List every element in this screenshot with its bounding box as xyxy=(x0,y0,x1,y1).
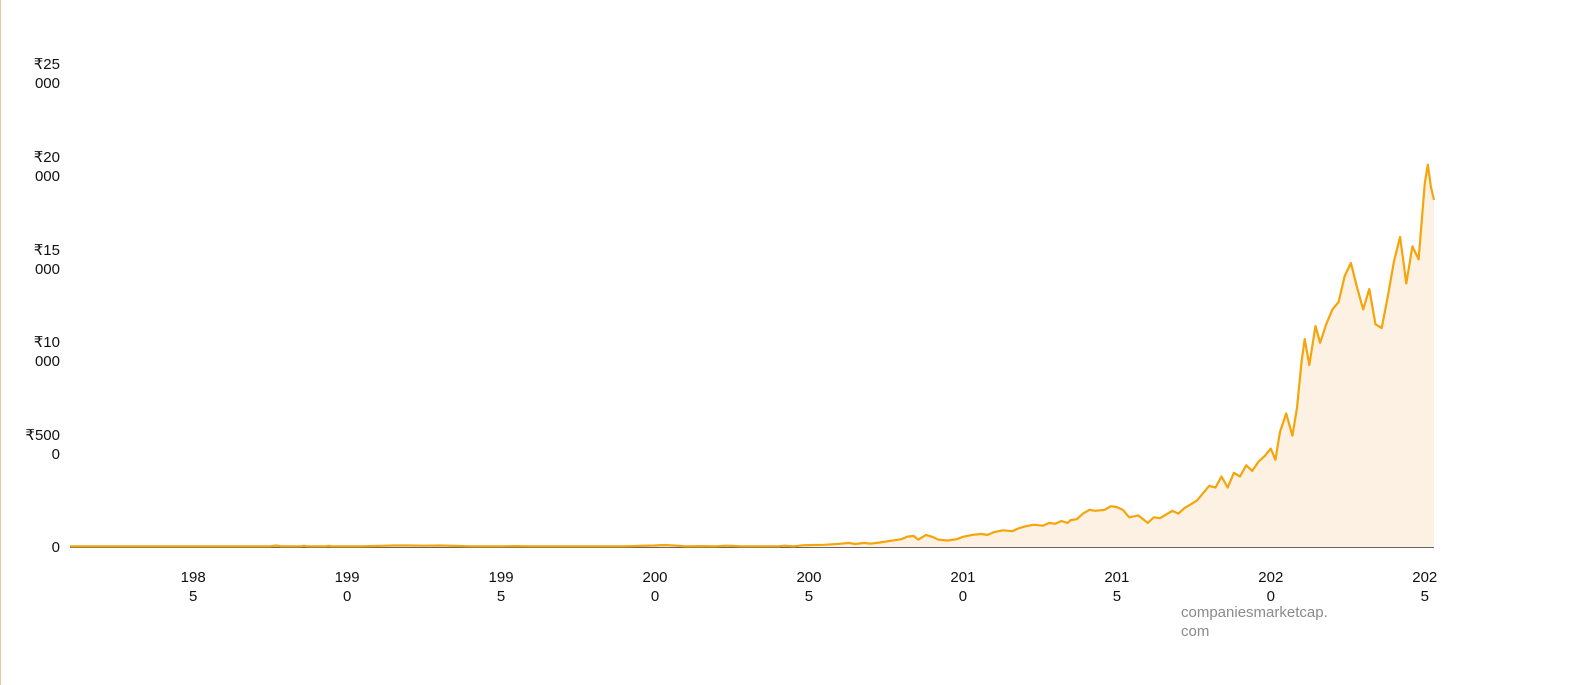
series-line xyxy=(70,163,1436,548)
y-tick-label: ₹500 0 xyxy=(25,427,60,464)
x-tick-label: 199 0 xyxy=(334,569,360,605)
x-tick-label: 202 5 xyxy=(1412,569,1438,605)
y-tick-label: ₹25 000 xyxy=(33,56,60,92)
x-tick-label: 201 5 xyxy=(1104,569,1130,605)
x-tick-label: 202 0 xyxy=(1258,569,1284,605)
left-edge-border xyxy=(0,0,1,685)
x-tick-label: 199 5 xyxy=(488,569,514,605)
series-area-fill xyxy=(70,164,1434,547)
y-tick-label: ₹20 000 xyxy=(33,148,60,185)
x-tick-label: 200 0 xyxy=(642,569,668,605)
plot-area xyxy=(70,163,1436,548)
x-tick-label: 201 0 xyxy=(950,569,976,605)
watermark-label: companiesmarketcap. com xyxy=(1181,604,1328,640)
x-tick-label: 200 5 xyxy=(796,569,822,605)
y-tick-label: 0 xyxy=(51,539,60,556)
x-tick-label: 198 5 xyxy=(180,569,206,605)
y-tick-label: ₹15 000 xyxy=(33,241,60,278)
y-tick-label: ₹10 000 xyxy=(33,334,60,371)
